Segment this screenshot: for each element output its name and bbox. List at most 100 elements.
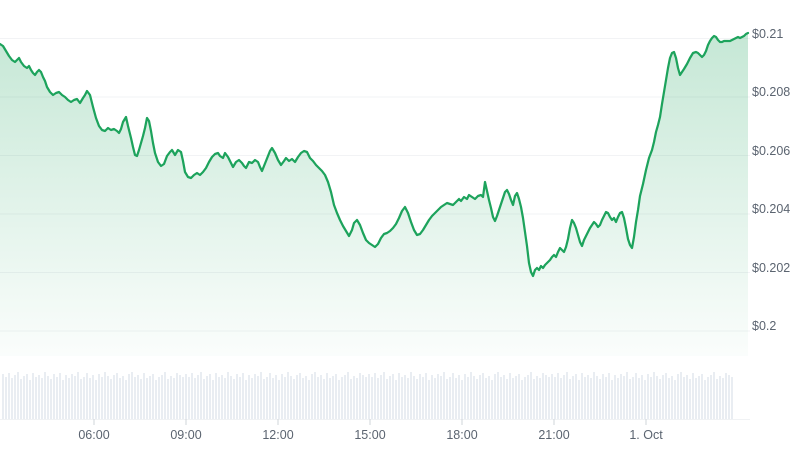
volume-bar — [518, 374, 520, 420]
volume-histogram — [2, 372, 733, 420]
volume-bar — [632, 377, 634, 420]
volume-bar — [695, 378, 697, 420]
volume-bar — [170, 376, 172, 420]
volume-bar — [74, 376, 76, 420]
volume-bar — [185, 374, 187, 420]
volume-bar — [428, 380, 430, 420]
volume-bar — [194, 378, 196, 420]
volume-bar — [524, 377, 526, 420]
volume-bar — [716, 379, 718, 420]
price-axis-label: $0.204 — [752, 202, 791, 216]
volume-bar — [164, 372, 166, 420]
volume-bar — [368, 374, 370, 420]
volume-bar — [680, 372, 682, 420]
volume-bar — [224, 378, 226, 420]
volume-bar — [602, 374, 604, 420]
volume-bar — [236, 374, 238, 420]
volume-bar — [407, 378, 409, 420]
volume-bar — [131, 372, 133, 420]
volume-bar — [101, 377, 103, 420]
volume-bar — [386, 379, 388, 420]
volume-bar — [395, 380, 397, 420]
volume-bar — [266, 377, 268, 420]
volume-bar — [209, 374, 211, 420]
volume-bar — [68, 378, 70, 420]
volume-bar — [125, 380, 127, 420]
volume-bar — [11, 378, 13, 420]
volume-bar — [146, 378, 148, 420]
volume-bar — [203, 379, 205, 420]
volume-bar — [650, 377, 652, 420]
volume-bar — [140, 379, 142, 420]
volume-bar — [587, 375, 589, 420]
time-axis-label: 15:00 — [354, 428, 386, 442]
volume-bar — [344, 375, 346, 420]
time-axis-label: 18:00 — [446, 428, 478, 442]
volume-bar — [482, 373, 484, 420]
volume-bar — [728, 375, 730, 420]
volume-bar — [365, 377, 367, 420]
volume-bar — [404, 375, 406, 420]
time-axis-ticks — [0, 419, 750, 425]
volume-bar — [35, 377, 37, 420]
volume-bar — [56, 377, 58, 420]
volume-bar — [539, 378, 541, 420]
price-axis-label: $0.202 — [752, 260, 791, 275]
volume-bar — [239, 377, 241, 420]
volume-bar — [329, 378, 331, 420]
volume-bar — [311, 374, 313, 420]
volume-bar — [110, 379, 112, 420]
volume-bar — [2, 374, 4, 420]
volume-bar — [554, 377, 556, 420]
volume-bar — [440, 376, 442, 420]
volume-bar — [218, 377, 220, 420]
volume-bar — [434, 378, 436, 420]
volume-bar — [29, 380, 31, 420]
volume-bar — [710, 375, 712, 420]
volume-bar — [65, 375, 67, 420]
volume-bar — [206, 376, 208, 420]
volume-bar — [551, 374, 553, 420]
volume-bar — [659, 379, 661, 420]
volume-bar — [488, 376, 490, 420]
volume-bar — [323, 379, 325, 420]
volume-bar — [260, 372, 262, 420]
volume-bar — [182, 377, 184, 420]
volume-bar — [128, 374, 130, 420]
price-axis-label: $0.206 — [752, 143, 791, 158]
volume-bar — [458, 375, 460, 420]
volume-bar — [257, 376, 259, 420]
volume-bar — [647, 374, 649, 420]
volume-bar — [356, 378, 358, 420]
volume-bar — [161, 375, 163, 420]
volume-bar — [299, 373, 301, 420]
volume-bar — [590, 378, 592, 420]
volume-bar — [263, 379, 265, 420]
volume-bar — [500, 377, 502, 420]
volume-bar — [722, 378, 724, 420]
volume-bar — [32, 373, 34, 420]
volume-bar — [686, 375, 688, 420]
volume-bar — [605, 377, 607, 420]
volume-bar — [137, 375, 139, 420]
volume-bar — [545, 375, 547, 420]
volume-bar — [422, 377, 424, 420]
volume-bar — [26, 374, 28, 420]
volume-bar — [149, 376, 151, 420]
volume-bar — [80, 379, 82, 420]
volume-bar — [467, 377, 469, 420]
volume-bar — [575, 374, 577, 420]
volume-bar — [515, 376, 517, 420]
volume-bar — [197, 375, 199, 420]
volume-bar — [506, 379, 508, 420]
volume-bar — [248, 375, 250, 420]
volume-bar — [608, 373, 610, 420]
price-axis-label: $0.21 — [752, 26, 784, 41]
volume-bar — [104, 372, 106, 420]
volume-bar — [347, 372, 349, 420]
volume-bar — [698, 376, 700, 420]
volume-bar — [578, 380, 580, 420]
volume-bar — [419, 374, 421, 420]
volume-bar — [653, 372, 655, 420]
